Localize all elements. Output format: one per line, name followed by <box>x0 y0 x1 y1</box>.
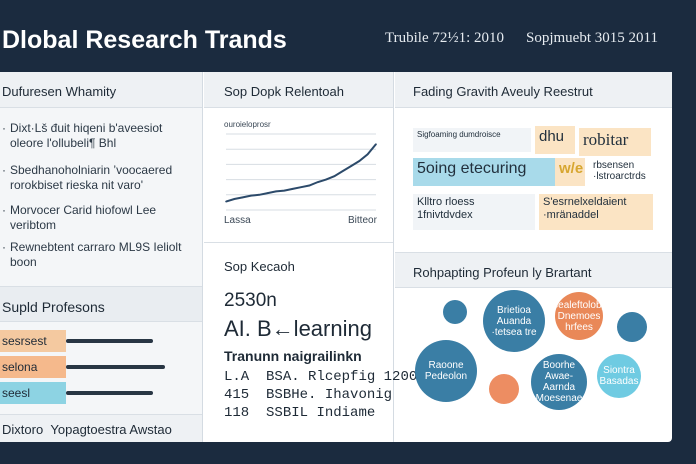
data-point <box>250 194 252 197</box>
data-point <box>375 143 377 145</box>
wordcloud-term: robitar <box>579 128 651 156</box>
data-point <box>325 178 327 181</box>
keyresearch-subheading: Tranunn naigrailinkn <box>224 348 362 364</box>
topic-bubble: Boorhe Awae-Aarnda Moesenae <box>531 354 587 410</box>
profile-footer: Dixtoro Yopagtoestra Awstao <box>0 414 202 442</box>
chart-ylabel: ouroieloprosr <box>224 120 271 129</box>
summary-bullet: · Sbedhanoholniarin ’voocaered rorokbiset… <box>2 163 173 192</box>
summary-bullet: · Dixt·Lš đuit hiqeni b'aveesiot oleore l… <box>2 121 163 150</box>
wordcloud-term: dhu <box>535 126 575 154</box>
bullet-dot: · <box>2 163 6 177</box>
x-tick-label: Lassa <box>224 215 251 226</box>
wordcloud-term: 5oing etecuring <box>413 158 555 186</box>
data-point <box>308 184 311 187</box>
keyresearch-topic: AI. B←learning <box>224 316 372 341</box>
keyresearch-row: 415 BSBHe. Ihavonig <box>224 387 393 403</box>
topic-bubble <box>617 312 647 342</box>
data-point <box>275 190 277 193</box>
profile-bar <box>66 339 153 343</box>
profile-bar-label: selona <box>0 356 66 378</box>
chart-panel-header: Sop Dopk Relentoah <box>204 72 393 108</box>
profile-bar <box>66 365 165 369</box>
topic-bubble <box>443 300 467 324</box>
wordcloud-term: rbsensen ·lstroarctrds <box>589 158 653 188</box>
data-point <box>225 200 227 203</box>
wordcloud-header: Fading Gravith Aveuly Reestrut <box>395 72 672 108</box>
summary-bullet: · Morvocer Carid hiofowl Lee veribtom <box>2 203 157 232</box>
middle-column: Sop Dopk Relentoah ouroieloprosr Lassa B… <box>204 72 426 442</box>
data-point <box>233 198 236 200</box>
summary-bullet: · Rewnebtent carraro ML9S Ieliolt boon <box>2 240 182 269</box>
keyresearch-row: 118 SSBIL Indiame <box>224 405 376 421</box>
right-column: Fading Gravith Aveuly Reestrut Sigfoamin… <box>395 72 672 442</box>
topic-bubble: Sealeftoloby Dnemoes hrfees <box>555 292 603 340</box>
wordcloud-term: Sigfoaming dumdroisce <box>413 128 531 152</box>
bubbles-header: Rohpapting Profeun ly Brartant <box>395 252 672 288</box>
topic-bubble <box>489 374 519 404</box>
keyresearch-figure: 2530n <box>224 290 277 311</box>
data-point <box>350 165 352 167</box>
trend-line <box>225 143 377 203</box>
profile-bar-label: sesrsest <box>0 330 66 352</box>
data-point <box>358 160 361 162</box>
data-point <box>300 186 302 188</box>
topic-bubble: Brietioa Auanda ·tetsea tre <box>483 290 545 352</box>
header-meta-left: Trubile 72½1: 2010 <box>385 30 505 46</box>
keyresearch-row: L.A BSA. Rlcepfig 12000 <box>224 369 426 385</box>
data-point <box>341 170 344 172</box>
wordcloud-term: S'esrnelxeldaient ·mränaddel <box>539 194 653 230</box>
bullet-dot: · <box>2 121 6 135</box>
topic-bubble: Raoone Pedeolon <box>415 340 477 402</box>
keyresearch-header: Sop Kecaoh <box>204 242 393 282</box>
title-bar: Dlobal Research Trands Trubile 72½1: 201… <box>0 0 696 72</box>
trend-chart-svg <box>225 133 377 211</box>
profile-bars-header: Supld Profesons <box>0 286 202 322</box>
topic-bubble: Siontra Basadas <box>597 354 641 398</box>
data-point <box>291 188 294 190</box>
data-point <box>366 153 369 156</box>
data-point <box>333 175 336 178</box>
profile-bar-label: seesl <box>0 382 66 404</box>
data-point <box>283 189 286 192</box>
profile-bar <box>66 391 153 395</box>
data-point <box>316 181 319 183</box>
data-point <box>258 194 261 196</box>
data-point <box>241 196 244 199</box>
wordcloud-term: Klltro rloess 1fnivtdvdex <box>413 194 535 230</box>
bullet-dot: · <box>2 203 6 217</box>
wordcloud-term: w/e <box>555 158 585 186</box>
summary-header: Dufuresen Whamity <box>0 72 202 108</box>
bullet-dot: · <box>2 240 6 254</box>
trend-chart: ouroieloprosr Lassa Bitteor <box>220 120 380 230</box>
dashboard-sheet: Dufuresen Whamity · Dixt·Lš đuit hiqeni b… <box>0 72 672 442</box>
left-column: Dufuresen Whamity · Dixt·Lš đuit hiqeni b… <box>0 72 203 442</box>
header-meta-right: Sopjmuebt 3015 2011 <box>526 30 658 46</box>
page-title: Dlobal Research Trands <box>2 26 287 54</box>
data-point <box>266 192 269 194</box>
x-tick-label: Bitteor <box>348 215 377 226</box>
